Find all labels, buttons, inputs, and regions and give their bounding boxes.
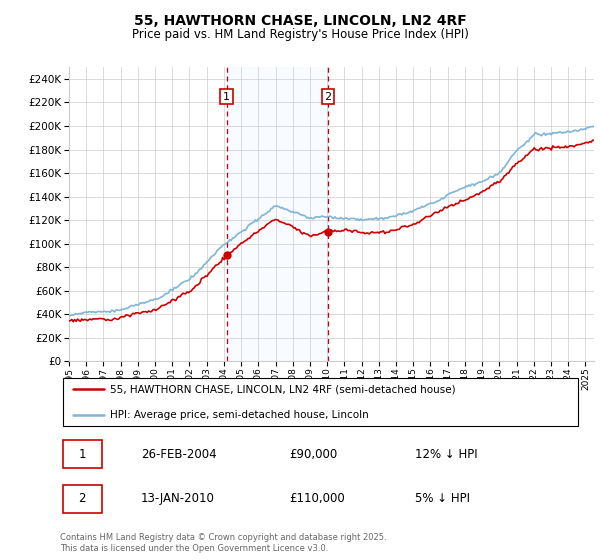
- Text: 1: 1: [79, 448, 86, 461]
- Bar: [227, 67, 328, 361]
- Text: Price paid vs. HM Land Registry's House Price Index (HPI): Price paid vs. HM Land Registry's House …: [131, 28, 469, 41]
- Text: 5% ↓ HPI: 5% ↓ HPI: [415, 492, 470, 505]
- FancyBboxPatch shape: [62, 378, 578, 426]
- FancyBboxPatch shape: [62, 441, 102, 468]
- Text: 1: 1: [223, 92, 230, 101]
- Text: 2: 2: [325, 92, 331, 101]
- FancyBboxPatch shape: [62, 485, 102, 512]
- Text: 12% ↓ HPI: 12% ↓ HPI: [415, 448, 478, 461]
- Text: Contains HM Land Registry data © Crown copyright and database right 2025.
This d: Contains HM Land Registry data © Crown c…: [60, 533, 386, 553]
- Text: £90,000: £90,000: [290, 448, 338, 461]
- Text: 13-JAN-2010: 13-JAN-2010: [141, 492, 215, 505]
- Text: HPI: Average price, semi-detached house, Lincoln: HPI: Average price, semi-detached house,…: [110, 409, 368, 419]
- Text: 55, HAWTHORN CHASE, LINCOLN, LN2 4RF: 55, HAWTHORN CHASE, LINCOLN, LN2 4RF: [134, 14, 466, 28]
- Text: 26-FEB-2004: 26-FEB-2004: [141, 448, 217, 461]
- Text: 55, HAWTHORN CHASE, LINCOLN, LN2 4RF (semi-detached house): 55, HAWTHORN CHASE, LINCOLN, LN2 4RF (se…: [110, 384, 455, 394]
- Text: £110,000: £110,000: [290, 492, 346, 505]
- Text: 2: 2: [79, 492, 86, 505]
